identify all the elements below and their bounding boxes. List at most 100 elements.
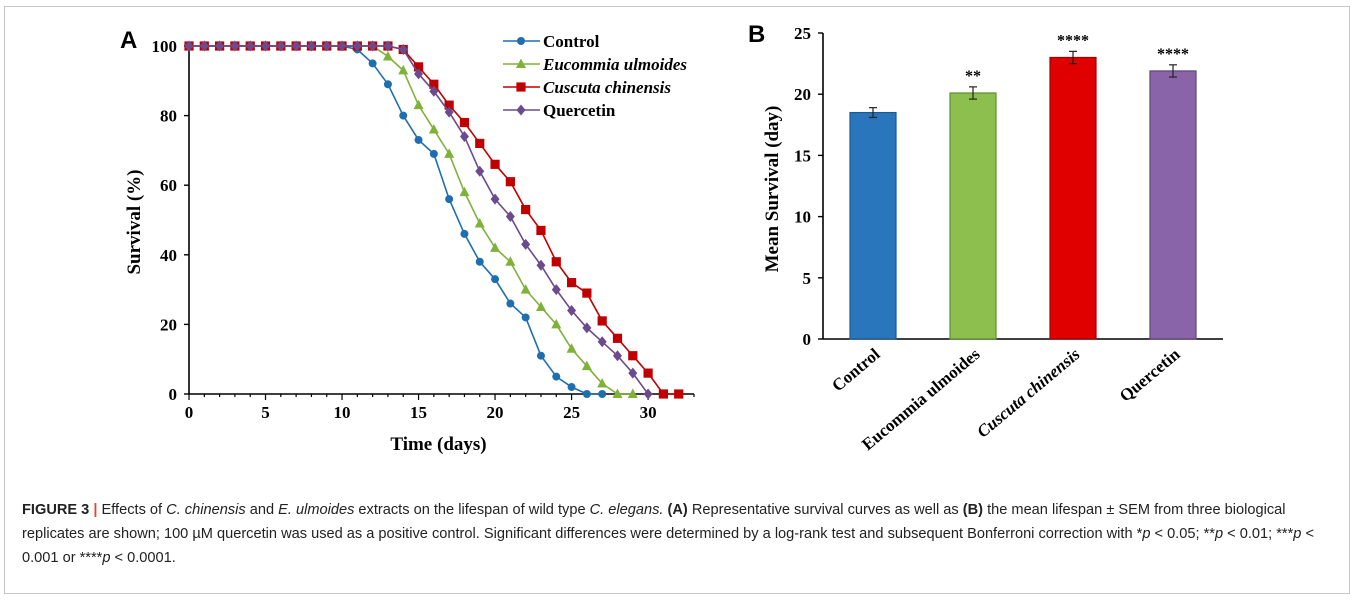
bar-3 [1149,70,1197,340]
series-1-point [413,99,424,110]
series-3-point [306,40,316,52]
series-2-point [566,278,577,288]
caption-segment: p [102,550,111,566]
series-3-point [582,322,592,334]
caption-segment: and [245,502,279,518]
series-2-point [628,351,638,361]
y-tick-label: 60 [160,176,177,195]
series-0-point [460,229,469,238]
figure-caption: FIGURE 3 | Effects of C. chinensis and E… [22,498,1337,570]
caption-segment: < 0.0001. [110,550,176,566]
y-axis-title: Mean Survival (day) [762,106,783,273]
y-tick-label: 80 [160,107,177,126]
legend-marker-1 [516,58,526,68]
y-tick-label: 0 [803,330,812,349]
series-2-point [444,100,454,110]
series-0-point [552,372,561,381]
caption-segment: p [1142,526,1151,542]
panel-letter-a: A [120,27,137,54]
caption-segment: the mean lifespan ± SEM from three biolo… [22,502,1286,542]
legend-label-1: Eucommia ulmoides [542,55,687,74]
series-1-point [597,378,608,388]
series-0-point [383,80,392,89]
y-tick-label: 25 [794,24,811,43]
caption-segment: extracts on the lifespan of wild type [354,502,590,518]
legend-label-2: Cuscuta chinensis [543,78,671,97]
significance-label-1: ** [965,68,981,85]
category-label-0: Control [828,344,884,395]
series-3-point [261,40,271,52]
x-tick-label: 10 [334,403,351,422]
x-tick-label: 5 [261,403,270,422]
y-tick-label: 20 [160,315,177,334]
series-3-point [184,40,194,52]
series-2-point [612,333,623,343]
x-tick-label: 30 [640,403,657,422]
series-2-point [551,257,561,267]
series-3-point [628,367,638,379]
series-0-point [582,390,591,398]
series-3-point [215,40,225,52]
series-1-point [566,343,577,353]
bar-0 [849,111,897,340]
series-2-point [674,389,684,399]
series-0-point [598,390,607,398]
caption-segment: Effects of [97,502,167,518]
x-tick-label: 0 [185,403,194,422]
series-2-point [536,225,546,236]
series-0-point [491,275,500,284]
series-line-3 [189,45,649,395]
series-3-point [597,336,607,348]
y-tick-label: 40 [160,246,177,265]
series-3-point [475,165,485,177]
series-3-point [368,40,378,52]
series-3-point [536,259,546,271]
series-3-point [383,40,393,52]
caption-segment: E. ulmoides [278,502,355,518]
y-tick-label: 5 [803,269,812,288]
series-2-point [643,368,653,378]
caption-separator: | [93,502,98,518]
series-1-point [612,388,623,398]
series-3-point [521,238,531,250]
y-tick-label: 10 [794,208,811,227]
series-1-point [428,124,439,134]
y-tick-label: 20 [794,85,811,104]
legend-marker-0 [517,37,525,45]
significance-label-2: **** [1057,32,1089,49]
series-3-point [567,304,577,316]
figure-frame [4,6,1350,594]
series-2-point [475,138,485,149]
series-2-point [459,117,470,128]
y-axis-title: Survival (%) [124,169,145,274]
legend-label-0: Control [543,32,600,51]
series-3-point [230,40,240,52]
caption-label: FIGURE 3 [22,502,90,518]
series-line-1 [189,45,633,395]
series-1-point [459,186,470,197]
series-2-point [658,389,668,399]
caption-segment: p [1293,526,1302,542]
series-2-point [429,79,439,89]
x-axis-title: Time (days) [390,434,486,455]
series-0-point [521,313,530,322]
series-0-point [429,149,438,158]
panel-letter-b: B [748,21,765,48]
series-0-point [506,299,515,308]
caption-segment: C. chinensis [166,502,246,518]
series-3-point [276,40,286,52]
series-2-point [505,177,515,187]
bar-2 [1049,56,1097,340]
caption-text: Effects of C. chinensis and E. ulmoides … [22,502,1314,566]
series-2-point [521,204,531,215]
series-1-point [474,217,485,228]
series-3-point [322,40,332,52]
y-tick-label: 15 [794,146,811,165]
x-tick-label: 20 [487,403,504,422]
series-3-point [337,40,347,52]
caption-segment: < 0.001 or **** [22,526,1314,566]
caption-segment: < 0.01; *** [1223,526,1294,542]
caption-segment: < 0.05; ** [1150,526,1215,542]
series-1-point [382,50,393,61]
